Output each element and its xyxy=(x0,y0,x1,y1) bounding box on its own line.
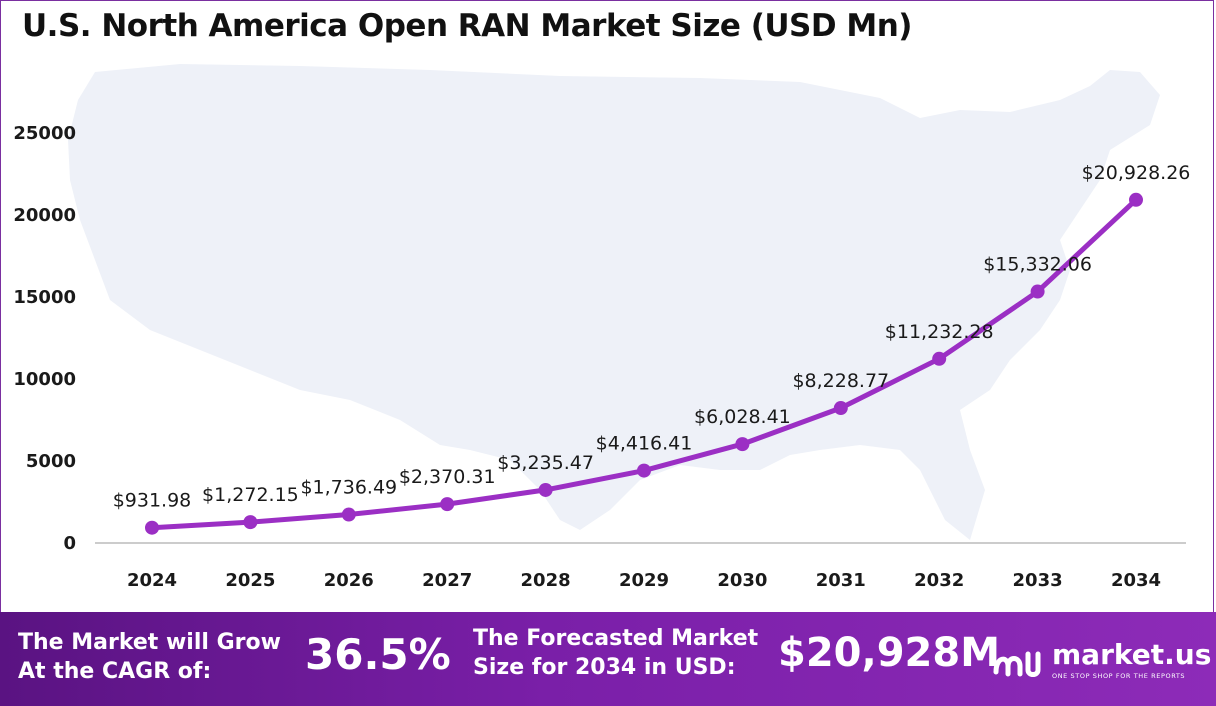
data-point xyxy=(1129,192,1143,207)
brand-name: market.us xyxy=(1052,638,1212,671)
data-point xyxy=(833,401,848,416)
data-point xyxy=(637,463,651,478)
market-us-logo-icon xyxy=(993,651,1041,677)
data-label: $20,928.26 xyxy=(1082,162,1191,184)
data-label: $11,232.28 xyxy=(885,321,994,343)
data-label: $3,235.47 xyxy=(497,452,594,474)
data-label: $2,370.31 xyxy=(399,466,496,488)
x-tick-label: 2032 xyxy=(914,570,964,591)
data-point xyxy=(1030,284,1045,299)
x-tick-label: 2026 xyxy=(324,570,374,591)
data-label: $4,416.41 xyxy=(596,433,693,455)
data-label: $8,228.77 xyxy=(792,370,889,392)
y-tick-label: 15000 xyxy=(13,287,76,308)
data-label: $15,332.06 xyxy=(983,254,1092,276)
series-markers xyxy=(145,192,1143,535)
data-point xyxy=(538,482,553,497)
data-point xyxy=(145,520,159,535)
x-tick-label: 2024 xyxy=(127,570,177,591)
data-point xyxy=(243,515,258,530)
usa-map-silhouette xyxy=(68,64,1160,540)
data-label: $931.98 xyxy=(113,490,192,512)
forecast-label: The Forecasted Market Size for 2034 in U… xyxy=(473,626,759,680)
brand-tagline: ONE STOP SHOP FOR THE REPORTS xyxy=(1052,672,1186,680)
x-tick-label: 2031 xyxy=(816,570,866,591)
cagr-label: The Market will Grow At the CAGR of: xyxy=(18,630,281,684)
data-label: $1,272.15 xyxy=(202,484,299,506)
y-tick-label: 10000 xyxy=(13,369,76,390)
x-tick-label: 2034 xyxy=(1111,570,1161,591)
data-label: $1,736.49 xyxy=(300,477,397,499)
x-tick-label: 2033 xyxy=(1013,570,1063,591)
data-point xyxy=(440,497,455,512)
data-point xyxy=(341,507,356,522)
y-axis-ticks: 0 5000 10000 15000 20000 25000 xyxy=(13,123,76,554)
x-tick-label: 2028 xyxy=(521,570,571,591)
x-tick-label: 2029 xyxy=(619,570,669,591)
chart-title: U.S. North America Open RAN Market Size … xyxy=(22,8,912,44)
footer-banner: The Market will Grow At the CAGR of: 36.… xyxy=(0,612,1216,706)
x-tick-label: 2030 xyxy=(717,570,767,591)
y-tick-label: 5000 xyxy=(26,451,76,472)
cagr-value: 36.5% xyxy=(305,630,451,679)
brand-logo[interactable]: market.us ONE STOP SHOP FOR THE REPORTS xyxy=(992,638,1212,688)
y-tick-label: 25000 xyxy=(13,123,76,144)
data-point xyxy=(932,351,947,366)
y-tick-label: 0 xyxy=(63,533,76,554)
forecast-value: $20,928M xyxy=(778,630,1000,676)
data-label: $6,028.41 xyxy=(694,406,791,428)
x-axis-ticks: 2024 2025 2026 2027 2028 2029 2030 2031 2032 2033… xyxy=(127,570,1161,591)
data-point xyxy=(735,437,750,452)
y-tick-label: 20000 xyxy=(13,205,76,226)
x-tick-label: 2025 xyxy=(225,570,275,591)
data-labels: $931.98 $1,272.15 $1,736.49 $2,370.31$3,235… xyxy=(113,162,1191,512)
x-tick-label: 2027 xyxy=(422,570,472,591)
